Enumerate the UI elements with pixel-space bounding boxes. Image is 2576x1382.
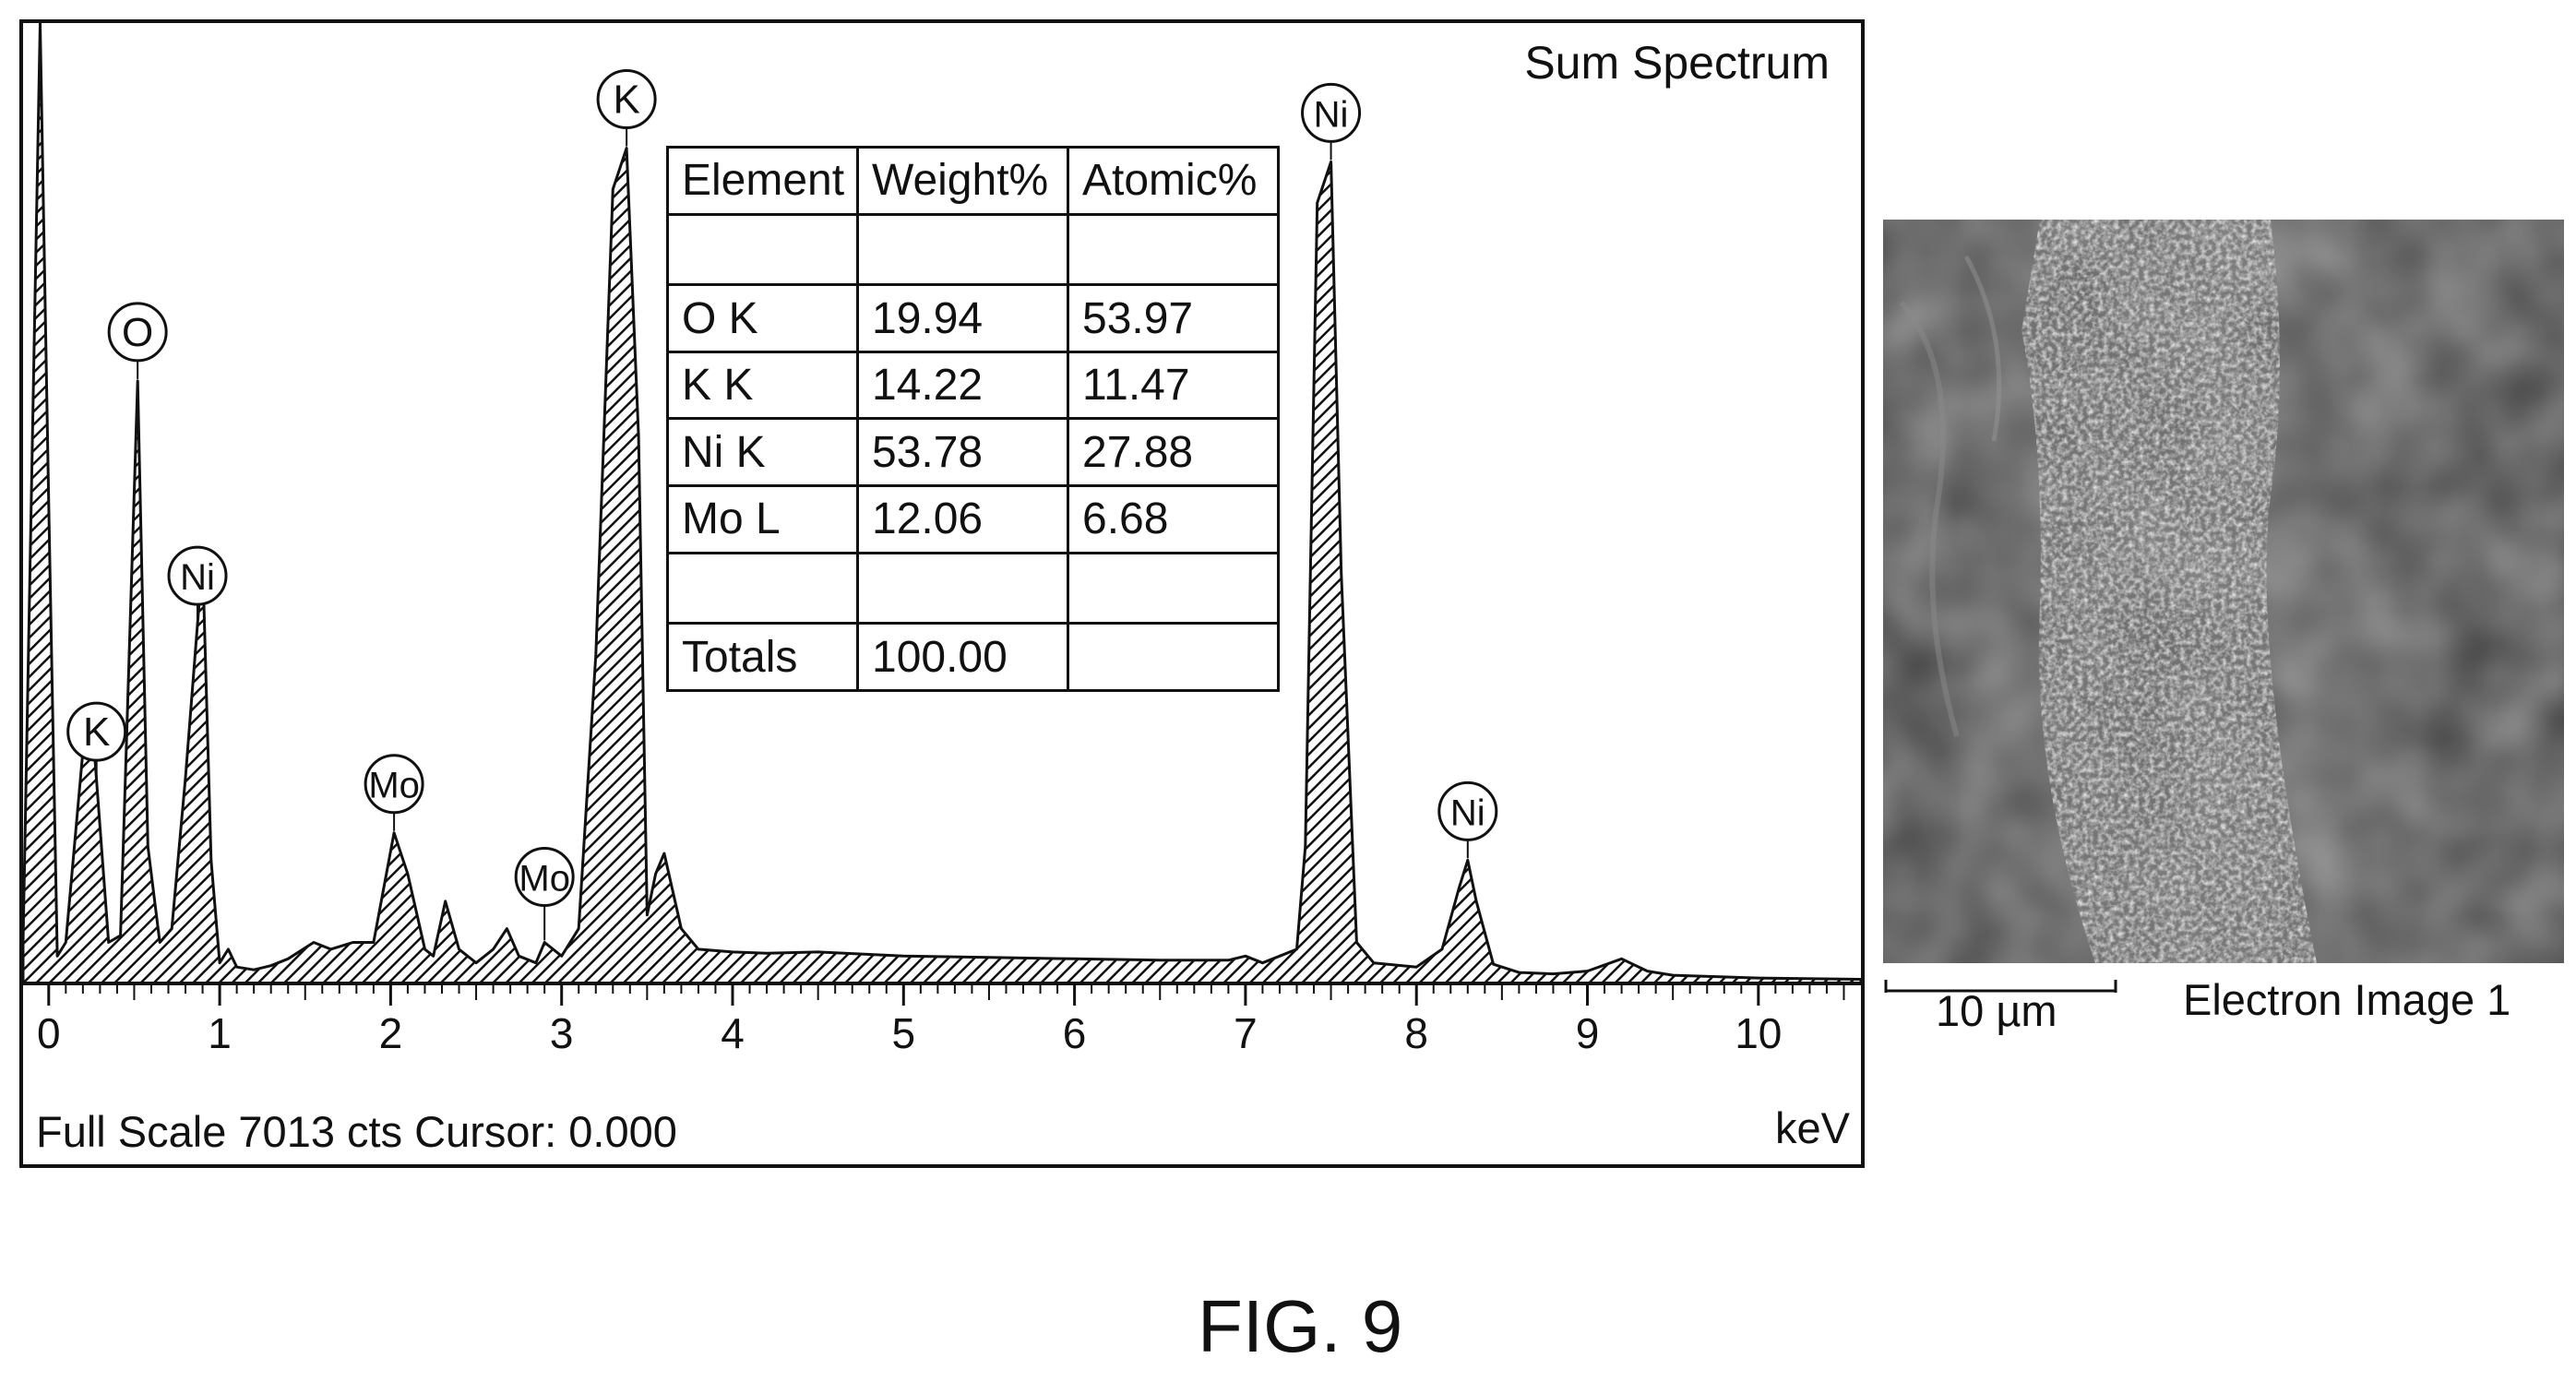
x-tick-label: 6 <box>1063 1009 1087 1057</box>
cell-element: O K <box>666 283 859 353</box>
table-row: K K 14.22 11.47 <box>666 350 1280 421</box>
cell-element: K K <box>666 350 859 421</box>
table-row: Ni K 53.78 27.88 <box>666 417 1280 488</box>
header-atomic: Atomic% <box>1067 146 1280 216</box>
table-totals-row: Totals 100.00 <box>666 622 1280 692</box>
peak-label: Mo <box>368 766 420 806</box>
cell-atomic: 53.97 <box>1067 283 1280 353</box>
table-row: O K 19.94 53.97 <box>666 283 1280 353</box>
peak-label-circle <box>1301 82 1362 143</box>
cell-element: Ni K <box>666 417 859 488</box>
image-caption: Electron Image 1 <box>2183 975 2511 1024</box>
totals-atomic <box>1067 622 1280 692</box>
peak-label-circle <box>107 302 168 363</box>
cell-atomic: 6.68 <box>1067 484 1280 554</box>
peak-label-circle <box>66 701 127 762</box>
peak-label-circle <box>364 754 424 815</box>
cell-element: Mo L <box>666 484 859 554</box>
peak-label: O <box>122 310 153 355</box>
peak-label: Ni <box>1314 94 1349 135</box>
peak-label: Ni <box>180 557 215 598</box>
peak-label-circle <box>1437 780 1498 841</box>
peak-label: Ni <box>1450 792 1485 833</box>
cell-weight: 14.22 <box>856 350 1069 421</box>
table-row: Mo L 12.06 6.68 <box>666 484 1280 554</box>
peak-label-circle <box>167 545 228 606</box>
header-weight: Weight% <box>856 146 1069 216</box>
scale-bar-label: 10 µm <box>1936 986 2057 1035</box>
x-tick-label: 1 <box>208 1009 232 1057</box>
peak-label-circle <box>514 846 575 907</box>
spectrum-title: Sum Spectrum <box>1524 37 1830 89</box>
totals-weight: 100.00 <box>856 622 1069 692</box>
table-header-row: Element Weight% Atomic% <box>666 146 1280 216</box>
x-axis-unit: keV <box>1775 1103 1850 1152</box>
cell-atomic: 27.88 <box>1067 417 1280 488</box>
x-tick-label: 7 <box>1234 1009 1258 1057</box>
cell-weight: 12.06 <box>856 484 1069 554</box>
cell-weight: 53.78 <box>856 417 1069 488</box>
peak-label: K <box>83 709 110 755</box>
table-spacer-row <box>666 212 1280 287</box>
x-tick-label: 8 <box>1404 1009 1428 1057</box>
peak-label: K <box>613 77 639 123</box>
totals-label: Totals <box>666 622 859 692</box>
x-tick-label: 9 <box>1576 1009 1600 1057</box>
x-tick-label: 4 <box>721 1009 745 1057</box>
x-tick-label: 0 <box>37 1009 61 1057</box>
cell-weight: 19.94 <box>856 283 1069 353</box>
figure-caption: FIG. 9 <box>1198 1285 1403 1367</box>
quantification-table: Element Weight% Atomic% O K 19.94 53.97 … <box>666 146 1280 692</box>
x-tick-label: 5 <box>892 1009 916 1057</box>
x-tick-label: 10 <box>1735 1009 1782 1057</box>
x-tick-label: 3 <box>550 1009 574 1057</box>
cell-atomic: 11.47 <box>1067 350 1280 421</box>
electron-micrograph <box>1883 220 2564 963</box>
scale-bar <box>1884 980 2117 993</box>
spectrum-footer: Full Scale 7013 cts Cursor: 0.000 <box>36 1107 677 1156</box>
peak-label-circle <box>596 69 657 130</box>
peak-label: Mo <box>519 858 570 899</box>
spectrum-area <box>21 21 1863 985</box>
x-tick-label: 2 <box>379 1009 403 1057</box>
table-spacer-row <box>666 551 1280 625</box>
header-element: Element <box>666 146 859 216</box>
